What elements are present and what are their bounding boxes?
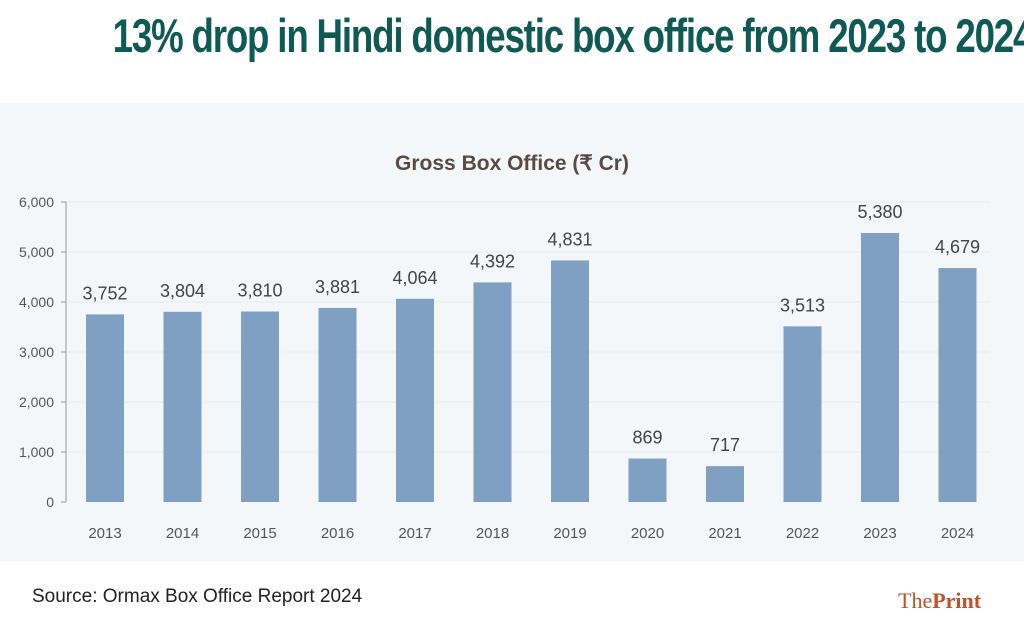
y-tick-label: 2,000 [19, 394, 54, 410]
x-tick-label: 2024 [941, 525, 974, 542]
bar-2022 [783, 326, 822, 502]
bar-2021 [706, 466, 744, 502]
bar-2024 [938, 268, 977, 502]
logo-part2: Print [932, 588, 982, 613]
data-label: 4,064 [392, 268, 437, 288]
x-tick-label: 2013 [88, 525, 121, 542]
source-note: Source: Ormax Box Office Report 2024 [32, 586, 363, 607]
data-label: 4,392 [470, 251, 515, 271]
data-label: 3,881 [315, 277, 360, 297]
x-tick-label: 2017 [398, 525, 431, 542]
data-label: 717 [710, 435, 740, 455]
logo-part1: The [898, 588, 933, 613]
x-tick-label: 2022 [786, 525, 819, 542]
data-label: 4,831 [547, 229, 592, 249]
bar-2013 [86, 314, 124, 502]
bar-2023 [861, 233, 899, 502]
data-label: 3,513 [780, 295, 825, 315]
bar-2017 [396, 298, 434, 502]
y-tick-label: 5,000 [19, 244, 54, 260]
bar-2019 [551, 260, 589, 502]
y-tick-label: 1,000 [19, 444, 54, 460]
bar-2018 [473, 282, 512, 502]
data-label: 5,380 [857, 202, 902, 222]
x-tick-label: 2018 [476, 525, 509, 542]
bar-chart: Gross Box Office (₹ Cr) 0 1,000 2,000 3,000… [19, 152, 990, 542]
x-tick-label: 2019 [553, 525, 586, 542]
x-tick-label: 2014 [166, 525, 199, 542]
x-tick-label: 2021 [708, 525, 741, 542]
bar-2020 [628, 458, 667, 502]
y-tick-label: 4,000 [19, 294, 54, 310]
data-label: 3,804 [160, 281, 205, 301]
bar-2016 [318, 307, 357, 502]
bar-2015 [241, 311, 279, 502]
x-tick-label: 2020 [631, 525, 664, 542]
data-label: 4,679 [935, 237, 980, 257]
bar-2014 [163, 311, 202, 502]
x-tick-label: 2016 [321, 525, 354, 542]
chart-panel: Gross Box Office (₹ Cr) 0 1,000 2,000 3,000… [0, 103, 1024, 561]
data-label: 3,752 [82, 283, 127, 303]
y-tick-label: 3,000 [19, 344, 54, 360]
x-tick-label: 2015 [243, 525, 276, 542]
x-tick-label: 2023 [863, 525, 896, 542]
y-tick-label: 0 [46, 494, 54, 510]
data-label: 869 [632, 428, 662, 448]
page-title: 13% drop in Hindi domestic box office fr… [112, 9, 1024, 62]
theprint-logo: ThePrint [898, 588, 981, 614]
data-label: 3,810 [237, 281, 282, 301]
y-tick-label: 6,000 [19, 194, 54, 210]
chart-title: Gross Box Office (₹ Cr) [395, 152, 629, 175]
